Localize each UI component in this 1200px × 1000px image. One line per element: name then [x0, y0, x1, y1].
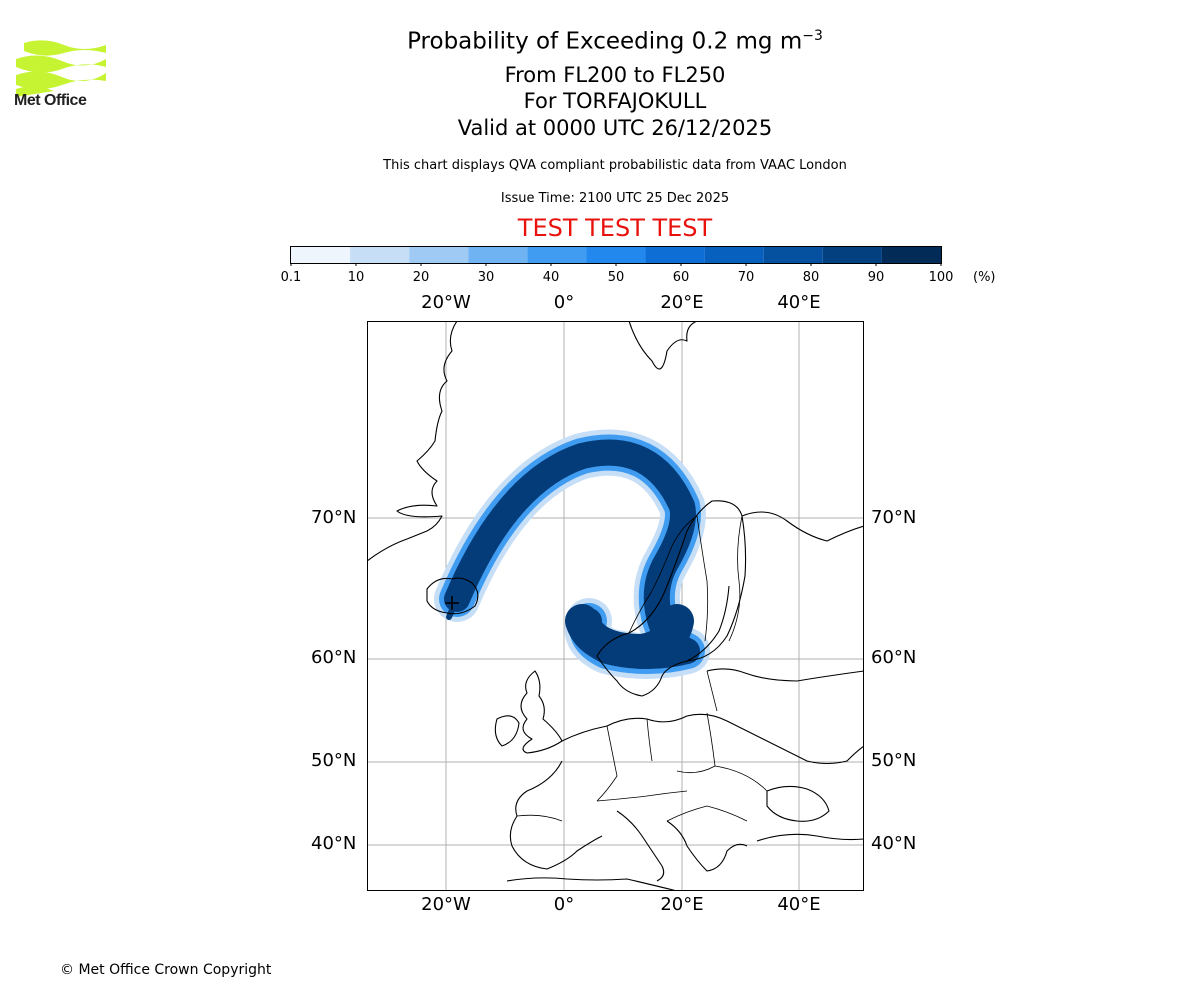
copyright: © Met Office Crown Copyright — [60, 962, 272, 978]
issue-time: Issue Time: 2100 UTC 25 Dec 2025 — [500, 191, 730, 206]
chart-title: Probability of Exceeding 0.2 mg m−3 — [0, 28, 1200, 55]
lat-label-right-60n: 60°N — [871, 647, 917, 668]
colorbar-tick-label: 70 — [737, 270, 755, 285]
border-alps — [596, 790, 688, 802]
coast-turkey — [756, 833, 864, 842]
coast-iceland — [426, 577, 479, 615]
plume-south-lobe — [565, 604, 694, 668]
lat-label-left-50n: 50°N — [311, 750, 357, 771]
colorbar-segment — [763, 247, 823, 263]
ash-plume — [434, 429, 710, 679]
chart-description: This chart displays QVA compliant probab… — [383, 158, 847, 173]
map-panel — [367, 321, 864, 891]
colorbar-tick-label: 100 — [928, 270, 954, 285]
lat-label-left-60n: 60°N — [311, 647, 357, 668]
logo-wave-4 — [16, 86, 54, 97]
colorbar-tick-label: 80 — [802, 270, 820, 285]
border-france-germany — [596, 725, 618, 802]
lon-label-bottom-40e: 40°E — [777, 894, 821, 915]
lat-label-right-50n: 50°N — [871, 750, 917, 771]
lon-label-bottom-0: 0° — [553, 894, 575, 915]
colorbar-unit: (%) — [973, 270, 996, 285]
coast-europe-mainland — [561, 713, 864, 765]
coast-uk — [520, 670, 563, 754]
coastlines — [367, 321, 864, 891]
coast-balkans-greece — [666, 820, 748, 872]
volcano-source-marker — [445, 596, 459, 610]
lat-label-left-70n: 70°N — [311, 507, 357, 528]
colorbar — [290, 246, 942, 266]
coast-ireland — [494, 715, 520, 747]
colorbar-segment — [645, 247, 705, 263]
coast-svalbard — [628, 321, 698, 370]
border-sweden-finland — [696, 515, 709, 642]
valid-time: Valid at 0000 UTC 26/12/2025 — [457, 116, 773, 140]
coast-italy — [616, 810, 665, 882]
lat-label-left-40n: 40°N — [311, 833, 357, 854]
colorbar-segment — [291, 247, 351, 263]
lon-label-top-40e: 40°E — [777, 292, 821, 313]
colorbar-segment — [704, 247, 764, 263]
colorbar-tick-label: 40 — [542, 270, 560, 285]
lon-label-bottom-20w: 20°W — [421, 894, 471, 915]
border-balkans — [666, 805, 748, 822]
colorbar-tick-label: 60 — [672, 270, 690, 285]
coast-north-africa — [506, 877, 678, 891]
colorbar-tick-label: 30 — [477, 270, 495, 285]
border-finland-russia — [728, 515, 743, 642]
chart-title-exponent: −3 — [802, 28, 823, 44]
coast-kola-russia — [741, 511, 864, 542]
colorbar-tick-label: 90 — [867, 270, 885, 285]
lat-label-right-40n: 40°N — [871, 833, 917, 854]
colorbar-segment — [822, 247, 882, 263]
level-range: From FL200 to FL250 — [504, 63, 726, 87]
coast-baltic-russia — [706, 668, 864, 682]
colorbar-tick-label: 0.1 — [280, 270, 302, 285]
coast-finland — [686, 585, 730, 662]
country-borders — [516, 515, 768, 822]
border-germany-poland — [646, 718, 653, 762]
logo-wave-3 — [16, 71, 106, 89]
logo-wave-1 — [24, 40, 106, 56]
border-norway-sweden — [628, 515, 698, 634]
colorbar-segment — [409, 247, 469, 263]
map-frame — [367, 321, 864, 891]
logo-wave-2 — [16, 55, 106, 73]
coast-greenland — [367, 321, 458, 562]
chart-title-text: Probability of Exceeding 0.2 mg m — [407, 28, 803, 55]
volcano-name: For TORFAJOKULL — [523, 89, 707, 113]
lon-label-top-20w: 20°W — [421, 292, 471, 313]
border-poland-east — [676, 712, 716, 774]
border-spain-france — [516, 814, 563, 822]
test-banner: TEST TEST TEST — [517, 214, 713, 242]
border-ukraine — [714, 765, 768, 792]
logo-text: Met Office — [14, 92, 87, 109]
colorbar-segment — [468, 247, 528, 263]
colorbar-tick-label: 50 — [607, 270, 625, 285]
met-office-logo — [16, 40, 106, 97]
colorbar-tick-label: 10 — [347, 270, 365, 285]
colorbar-segment — [527, 247, 587, 263]
lon-label-top-20e: 20°E — [660, 292, 704, 313]
coast-scandinavia — [596, 500, 747, 697]
coast-black-sea — [766, 785, 830, 822]
colorbar-segment — [586, 247, 646, 263]
lon-label-top-0: 0° — [553, 292, 575, 313]
colorbar-tick-label: 20 — [412, 270, 430, 285]
coast-france-iberia — [509, 760, 603, 870]
lat-label-right-70n: 70°N — [871, 507, 917, 528]
border-baltics — [706, 670, 718, 712]
colorbar-segment — [881, 247, 941, 263]
lon-label-bottom-20e: 20°E — [660, 894, 704, 915]
colorbar-segment — [350, 247, 410, 263]
